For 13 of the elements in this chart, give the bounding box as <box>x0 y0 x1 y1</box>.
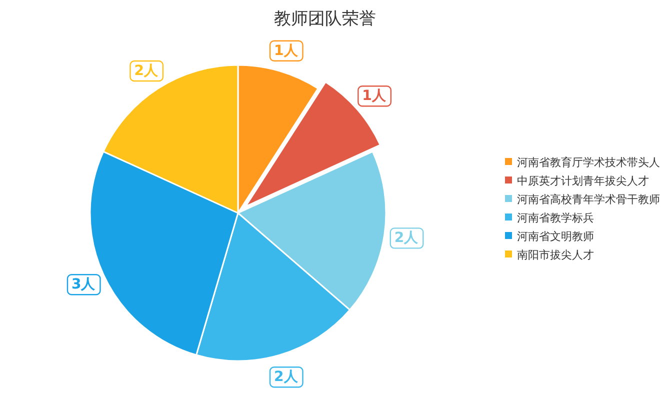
data-label: 2人 <box>134 62 159 79</box>
data-label: 3人 <box>71 276 96 293</box>
data-label: 1人 <box>274 42 299 59</box>
chart-title: 教师团队荣誉 <box>274 9 376 29</box>
legend-label: 河南省教育厅学术技术带头人 <box>517 156 660 169</box>
legend-label: 河南省教学标兵 <box>517 212 594 224</box>
legend-label: 河南省文明教师 <box>517 230 594 243</box>
legend-label: 中原英才计划青年拔尖人才 <box>517 174 649 188</box>
legend-label: 河南省高校青年学术骨干教师 <box>517 193 660 206</box>
data-label: 2人 <box>274 369 299 386</box>
legend-label: 南阳市拔尖人才 <box>517 248 594 262</box>
data-label: 1人 <box>362 88 387 104</box>
data-label: 2人 <box>394 230 420 246</box>
